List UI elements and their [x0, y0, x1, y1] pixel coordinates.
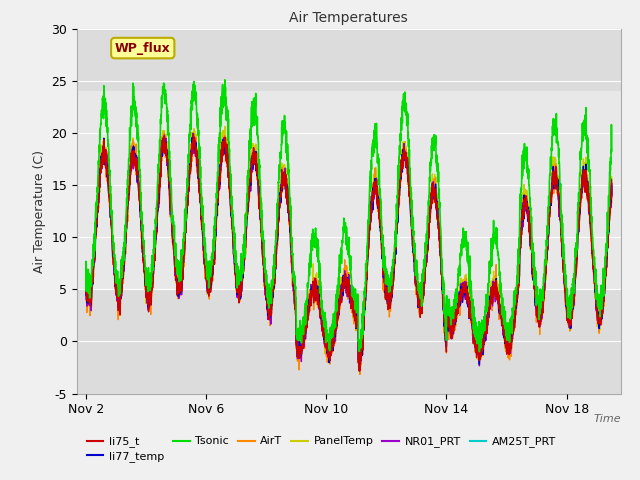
Title: Air Temperatures: Air Temperatures	[289, 11, 408, 25]
Legend: li75_t, li77_temp, Tsonic, AirT, PanelTemp, NR01_PRT, AM25T_PRT: li75_t, li77_temp, Tsonic, AirT, PanelTe…	[83, 432, 561, 466]
Text: WP_flux: WP_flux	[115, 42, 171, 55]
Y-axis label: Air Temperature (C): Air Temperature (C)	[33, 150, 45, 273]
Text: Time: Time	[593, 414, 621, 424]
Bar	[77, 91, 621, 289]
